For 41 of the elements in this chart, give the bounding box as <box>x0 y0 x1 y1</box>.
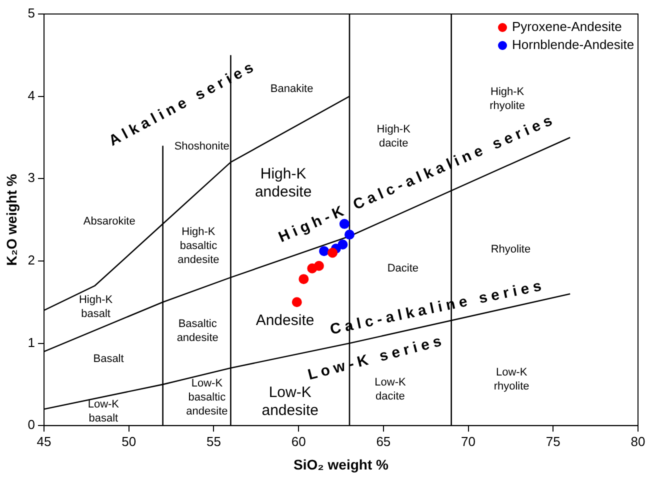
point <box>319 246 330 256</box>
annotation: Low-K basalt <box>88 398 120 425</box>
y-tick-label: 2 <box>28 252 36 268</box>
point <box>328 248 338 258</box>
x-tick-label: 50 <box>122 434 136 449</box>
legend-label: Hornblende-Andesite <box>512 36 634 54</box>
point <box>344 230 354 240</box>
annotation: High-K basaltic andesite <box>178 226 220 266</box>
point <box>314 260 324 271</box>
y-tick-label: 1 <box>28 334 36 350</box>
annotation: High-K andesite <box>254 166 312 201</box>
annotation: High-K basalt <box>78 294 114 320</box>
y-tick-label: 5 <box>28 6 36 21</box>
legend-label: Pyroxene-Andesite <box>512 18 622 36</box>
annotation: Banakite <box>270 82 314 95</box>
annotation: Low-K basaltic andesite <box>186 378 228 418</box>
annotation: Dacite <box>387 262 419 274</box>
y-tick-label: 0 <box>28 417 36 432</box>
annotation: Andesite <box>256 312 314 330</box>
x-tick-label: 70 <box>461 434 476 449</box>
y-tick-label: 3 <box>28 170 36 186</box>
annotation: Rhyolite <box>490 243 531 256</box>
annotation: Basaltic andesite <box>176 318 218 344</box>
point <box>298 274 309 284</box>
x-tick-label: 75 <box>546 434 560 449</box>
x-tick-label: 65 <box>376 434 391 449</box>
annotation: High-K dacite <box>376 124 412 150</box>
x-tick-label: 45 <box>36 434 52 449</box>
x-tick-label: 60 <box>291 434 306 449</box>
x-tick-label: 55 <box>206 434 221 449</box>
annotation: Low-K dacite <box>374 376 406 402</box>
annotation: Low-K rhyolite <box>494 366 530 393</box>
point <box>292 297 302 308</box>
annotation: Absarokite <box>83 215 136 228</box>
y-tick-label: 4 <box>28 88 36 103</box>
x-tick-label: 80 <box>630 434 646 449</box>
x-axis-title: SiO₂ weight % <box>294 456 390 472</box>
y-axis-title: K₂O weight % <box>3 173 20 266</box>
annotation: Basalt <box>93 352 124 365</box>
annotation: High-K rhyolite <box>490 86 526 112</box>
annotation: Low-K andesite <box>262 384 318 419</box>
